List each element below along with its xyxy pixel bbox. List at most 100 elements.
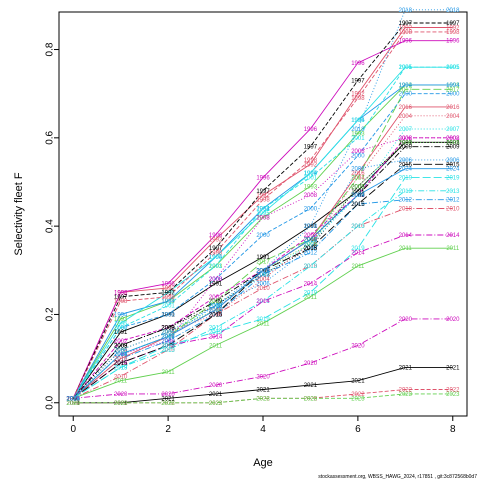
point-label-2010: 2010 xyxy=(304,264,318,270)
point-label-1993: 1993 xyxy=(446,83,460,89)
point-label-2015: 2015 xyxy=(209,312,223,318)
point-label-2016: 2016 xyxy=(446,105,460,111)
point-label-2004: 2004 xyxy=(256,277,270,283)
point-label-2014: 2014 xyxy=(209,335,223,341)
point-label-2006: 2006 xyxy=(209,304,223,310)
point-label-2009: 2009 xyxy=(114,343,128,349)
series-line-1996 xyxy=(72,40,453,399)
series-line-2003 xyxy=(72,141,453,399)
point-label-2012: 2012 xyxy=(67,396,81,402)
point-label-2022: 2022 xyxy=(446,388,460,394)
point-label-2009: 2009 xyxy=(67,396,81,402)
point-label-2024: 2024 xyxy=(399,167,413,173)
point-label-2018: 2018 xyxy=(161,335,175,341)
point-label-2019: 2019 xyxy=(67,396,81,402)
point-label-2004: 2004 xyxy=(114,348,128,354)
point-label-1992: 1992 xyxy=(304,162,318,168)
point-label-1992: 1992 xyxy=(209,237,223,243)
point-label-2021: 2021 xyxy=(351,379,365,385)
point-label-2013: 2013 xyxy=(161,348,175,354)
point-label-2006: 2006 xyxy=(351,167,365,173)
point-label-2000: 2000 xyxy=(67,396,81,402)
point-label-1995: 1995 xyxy=(256,211,270,217)
point-label-1997: 1997 xyxy=(351,78,365,84)
series-line-2023 xyxy=(73,393,453,404)
point-label-2012: 2012 xyxy=(304,251,318,257)
point-label-1994: 1994 xyxy=(351,118,365,124)
point-label-2007: 2007 xyxy=(256,273,270,279)
point-label-2018: 2018 xyxy=(114,352,128,358)
point-label-1995: 1995 xyxy=(161,290,175,296)
point-label-2020: 2020 xyxy=(399,317,413,323)
point-label-2022: 2022 xyxy=(304,396,318,402)
point-label-2012: 2012 xyxy=(256,273,270,279)
point-label-2004: 2004 xyxy=(304,242,318,248)
point-label-2012: 2012 xyxy=(161,339,175,345)
point-label-2013: 2013 xyxy=(67,396,81,402)
point-label-2008: 2008 xyxy=(256,215,270,221)
point-label-1997: 1997 xyxy=(399,21,413,27)
point-label-2013: 2013 xyxy=(399,189,413,195)
point-label-1991: 1991 xyxy=(256,255,270,261)
point-label-2003: 2003 xyxy=(446,140,460,146)
point-label-2003: 2003 xyxy=(351,184,365,190)
point-label-2005: 2005 xyxy=(114,348,128,354)
point-label-2019: 2019 xyxy=(351,246,365,252)
point-label-2016: 2016 xyxy=(399,105,413,111)
point-label-1992: 1992 xyxy=(256,193,270,199)
point-label-1994: 1994 xyxy=(114,312,128,318)
point-label-1991: 1991 xyxy=(161,312,175,318)
point-label-1996: 1996 xyxy=(399,39,413,45)
point-label-2019: 2019 xyxy=(161,343,175,349)
point-label-2010: 2010 xyxy=(446,207,460,213)
point-label-2006: 2006 xyxy=(446,158,460,164)
x-tick-label: 8 xyxy=(450,424,456,435)
point-label-2017: 2017 xyxy=(256,260,270,266)
point-label-2008: 2008 xyxy=(209,277,223,283)
y-tick-label: 0.8 xyxy=(45,42,56,56)
point-label-2002: 2002 xyxy=(304,233,318,239)
series-line-2021 xyxy=(73,366,453,404)
series-line-2006 xyxy=(72,159,453,399)
point-label-1998: 1998 xyxy=(209,251,223,257)
point-label-1998: 1998 xyxy=(304,158,318,164)
point-label-2017: 2017 xyxy=(209,299,223,305)
point-label-1995: 1995 xyxy=(351,118,365,124)
point-label-2007: 2007 xyxy=(351,193,365,199)
point-label-2023: 2023 xyxy=(209,401,223,407)
point-label-2003: 2003 xyxy=(209,304,223,310)
point-label-2011: 2011 xyxy=(162,370,176,376)
point-label-2006: 2006 xyxy=(256,282,270,288)
point-label-1992: 1992 xyxy=(67,396,81,402)
point-label-2020: 2020 xyxy=(209,383,223,389)
series-line-2008 xyxy=(72,137,453,399)
point-label-2012: 2012 xyxy=(446,198,460,204)
point-label-1996: 1996 xyxy=(114,290,128,296)
point-label-2014: 2014 xyxy=(304,282,318,288)
point-label-2018: 2018 xyxy=(351,127,365,133)
point-label-1995: 1995 xyxy=(446,65,460,71)
point-label-1993: 1993 xyxy=(209,264,223,270)
point-label-1996: 1996 xyxy=(161,282,175,288)
point-label-2010: 2010 xyxy=(256,286,270,292)
point-label-2010: 2010 xyxy=(67,396,81,402)
axes-group: 0 2 4 6 8 0.0 0.2 0.4 0.6 0.8 xyxy=(45,42,456,435)
point-label-2017: 2017 xyxy=(351,176,365,182)
point-label-2011: 2011 xyxy=(446,246,460,252)
point-label-2008: 2008 xyxy=(304,193,318,199)
point-label-1993: 1993 xyxy=(114,317,128,323)
point-label-2020: 2020 xyxy=(351,343,365,349)
point-label-1991: 1991 xyxy=(304,224,318,230)
point-label-2022: 2022 xyxy=(399,388,413,394)
point-label-2007: 2007 xyxy=(304,242,318,248)
point-label-1995: 1995 xyxy=(304,171,318,177)
point-label-1991: 1991 xyxy=(114,330,128,336)
point-label-2016: 2016 xyxy=(67,396,81,402)
series-line-2016 xyxy=(72,106,453,399)
point-label-2000: 2000 xyxy=(304,207,318,213)
series-line-1994 xyxy=(72,84,453,399)
point-label-2002: 2002 xyxy=(399,136,413,142)
point-label-2020: 2020 xyxy=(114,392,128,398)
point-label-2019: 2019 xyxy=(209,330,223,336)
